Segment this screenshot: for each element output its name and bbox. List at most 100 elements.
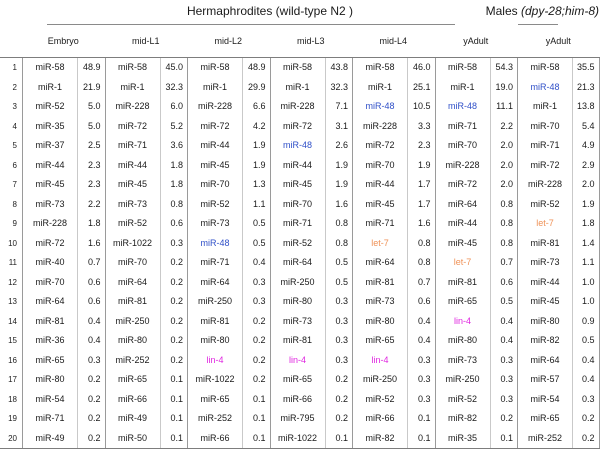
rank-number: 14 — [8, 316, 17, 326]
mirna-value: 0.4 — [489, 311, 518, 331]
mirna-value: 0.5 — [242, 214, 270, 234]
mirna-name: let-7 — [434, 253, 490, 273]
mirna-name: miR-58 — [352, 58, 407, 78]
mirna-name: miR-45 — [434, 233, 490, 253]
mirna-value: 32.3 — [324, 77, 353, 97]
mirna-name: miR-81 — [434, 272, 490, 292]
mirna-name: miR-72 — [352, 136, 407, 156]
mirna-name: miR-82 — [517, 331, 572, 351]
mirna-name: miR-228 — [22, 214, 77, 234]
mirna-value: 0.3 — [407, 350, 435, 370]
mirna-value: 35.5 — [572, 58, 600, 78]
mirna-name: miR-71 — [22, 409, 77, 429]
mirna-name: miR-64 — [187, 272, 242, 292]
mirna-name: lin-4 — [434, 311, 490, 331]
mirna-value: 0.3 — [324, 292, 353, 312]
rank-number: 9 — [12, 219, 17, 228]
mirna-value: 0.2 — [159, 292, 188, 312]
mirna-name: miR-1 — [22, 77, 77, 97]
mirna-name: miR-81 — [352, 272, 407, 292]
mirna-name: miR-73 — [269, 311, 325, 331]
mirna-name: miR-72 — [187, 116, 242, 136]
rank-number: 7 — [12, 180, 17, 189]
hermaphrodites-group-title: Hermaphrodites (wild-type N2 ) — [186, 4, 354, 18]
mirna-value: 1.9 — [324, 155, 353, 175]
mirna-name: miR-58 — [104, 58, 160, 78]
mirna-value: 54.3 — [489, 58, 518, 78]
mirna-name: miR-44 — [352, 175, 407, 195]
mirna-value: 0.2 — [159, 350, 188, 370]
mirna-name: miR-44 — [104, 155, 160, 175]
mirna-name: let-7 — [352, 233, 407, 253]
mirna-value: 4.2 — [242, 116, 270, 136]
mirna-name: miR-66 — [187, 428, 242, 448]
mirna-name: miR-250 — [104, 311, 160, 331]
mirna-value: 0.5 — [324, 272, 353, 292]
mirna-value: 21.9 — [77, 77, 105, 97]
mirna-name: miR-80 — [187, 331, 242, 351]
mirna-name: miR-228 — [187, 97, 242, 117]
mirna-value: 1.0 — [572, 292, 600, 312]
rank-number: 12 — [8, 277, 17, 287]
rank-number: 10 — [8, 238, 17, 248]
mirna-name: miR-44 — [22, 155, 77, 175]
mirna-value: 0.3 — [489, 389, 518, 409]
mirna-value: 1.8 — [159, 155, 188, 175]
mirna-name: miR-1022 — [104, 233, 160, 253]
mirna-name: miR-1 — [434, 77, 490, 97]
rank-number: 19 — [8, 414, 17, 423]
mirna-name: miR-64 — [269, 253, 325, 273]
mirna-value: 32.3 — [159, 77, 188, 97]
mirna-name: miR-70 — [104, 253, 160, 273]
mirna-value: 0.4 — [242, 253, 270, 273]
mirna-value: 0.8 — [324, 233, 353, 253]
mirna-name: miR-58 — [434, 58, 490, 78]
mirna-value: 0.1 — [159, 389, 188, 409]
rank-number: 6 — [12, 160, 17, 170]
mirna-name: miR-73 — [187, 214, 242, 234]
mirna-value: 1.9 — [572, 194, 600, 214]
mirna-name: miR-40 — [22, 253, 77, 273]
mirna-name: miR-44 — [187, 136, 242, 156]
mirna-name: miR-65 — [269, 370, 325, 390]
mirna-value: 0.1 — [159, 409, 188, 429]
mirna-value: 25.1 — [407, 77, 435, 97]
mirna-name: miR-45 — [22, 175, 77, 195]
mirna-name: miR-1 — [269, 77, 325, 97]
mirna-name: miR-44 — [517, 272, 572, 292]
mirna-name: let-7 — [517, 214, 572, 234]
mirna-name: miR-1 — [352, 77, 407, 97]
mirna-value: 21.3 — [572, 77, 600, 97]
mirna-name: miR-44 — [269, 155, 325, 175]
mirna-name: miR-58 — [22, 58, 77, 78]
mirna-value: 0.3 — [572, 389, 600, 409]
mirna-name: miR-81 — [104, 292, 160, 312]
mirna-value: 0.8 — [159, 194, 188, 214]
mirna-name: miR-71 — [269, 214, 325, 234]
mirna-name: miR-65 — [517, 409, 572, 429]
mirna-name: miR-71 — [187, 253, 242, 273]
mirna-name: miR-48 — [187, 233, 242, 253]
mirna-name: miR-48 — [434, 97, 490, 117]
mirna-value: 0.1 — [489, 428, 518, 448]
mirna-value: 5.2 — [159, 116, 188, 136]
mirna-value: 1.9 — [324, 175, 353, 195]
mirna-name: miR-45 — [517, 292, 572, 312]
mirna-name: miR-71 — [434, 116, 490, 136]
mirna-value: 2.9 — [572, 155, 600, 175]
mirna-name: miR-250 — [352, 370, 407, 390]
males-underline — [518, 24, 558, 25]
mirna-value: 0.6 — [407, 292, 435, 312]
mirna-name: lin-4 — [269, 350, 325, 370]
mirna-value: 0.1 — [159, 370, 188, 390]
mirna-value: 0.8 — [489, 233, 518, 253]
mirna-name: miR-80 — [104, 331, 160, 351]
mirna-name: miR-81 — [269, 331, 325, 351]
mirna-value: 0.2 — [242, 350, 270, 370]
mirna-name: lin-4 — [187, 350, 242, 370]
mirna-value: 19.0 — [489, 77, 518, 97]
mirna-name: miR-228 — [352, 116, 407, 136]
rank-number: 5 — [12, 141, 17, 150]
mirna-value: 0.3 — [242, 272, 270, 292]
